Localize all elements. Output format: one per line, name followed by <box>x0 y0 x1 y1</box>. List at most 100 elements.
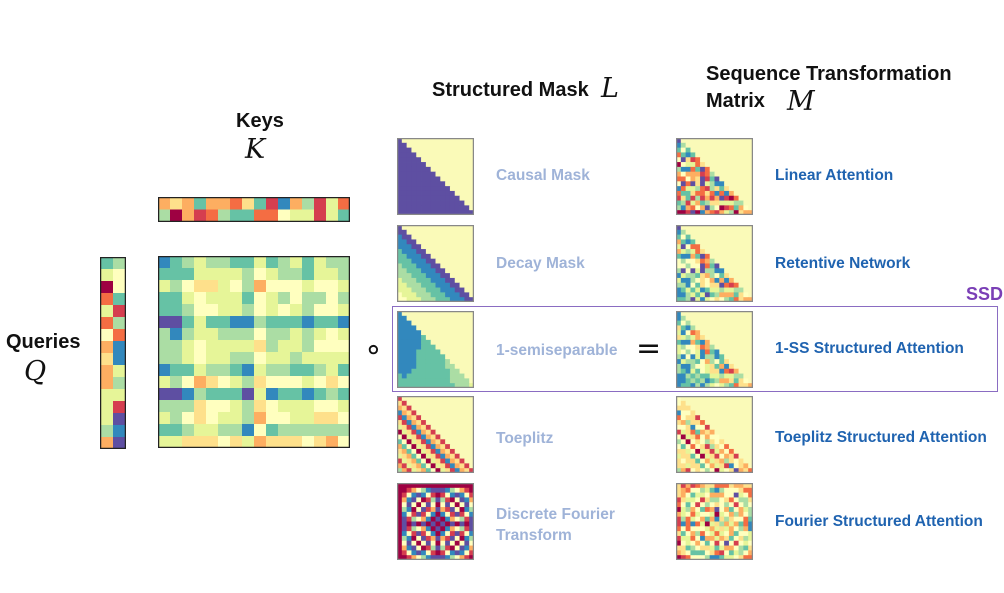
heatmap-cell <box>430 516 436 522</box>
heatmap-cell <box>685 210 691 215</box>
heatmap-cell <box>714 210 720 215</box>
heatmap-cell <box>690 410 696 416</box>
heatmap-cell <box>724 277 730 284</box>
heatmap-cell <box>695 439 701 445</box>
heatmap-cell <box>469 424 474 431</box>
heatmap-cell <box>690 339 696 346</box>
heatmap-cell <box>728 186 735 192</box>
heatmap-cell <box>690 225 696 231</box>
heatmap-cell <box>728 400 735 407</box>
heatmap-cell <box>700 190 706 197</box>
heatmap-cell <box>406 166 412 173</box>
heatmap-cell <box>454 166 460 173</box>
heatmap-cell <box>459 507 465 513</box>
heatmap-cell <box>425 200 432 206</box>
heatmap-cell <box>416 492 422 498</box>
heatmap-cell <box>685 315 691 322</box>
heatmap-cell <box>459 181 465 187</box>
heatmap-cell <box>314 292 327 305</box>
heatmap-cell <box>411 210 417 215</box>
heatmap-cell <box>449 330 456 336</box>
heatmap-cell <box>416 373 422 379</box>
heatmap-cell <box>435 273 441 279</box>
heatmap-cell <box>728 405 735 411</box>
heatmap-cell <box>704 234 711 240</box>
heatmap-cell <box>430 171 436 177</box>
heatmap-cell <box>459 200 465 206</box>
heatmap-cell <box>680 166 687 173</box>
heatmap-cell <box>421 297 427 302</box>
heatmap-cell <box>728 273 735 279</box>
heatmap-cell <box>748 297 753 302</box>
heatmap-cell <box>704 444 711 450</box>
heatmap-cell <box>430 511 436 518</box>
heatmap-cell <box>454 239 460 245</box>
heatmap-cell <box>695 325 701 331</box>
heatmap-cell <box>158 364 171 377</box>
heatmap-cell <box>733 268 739 274</box>
heatmap-cell <box>738 349 744 355</box>
heatmap-cell <box>454 453 460 459</box>
heatmap-cell <box>254 209 267 222</box>
heatmap-cell <box>690 415 696 421</box>
heatmap-cell <box>680 420 687 426</box>
heatmap-cell <box>425 424 432 431</box>
heatmap-cell <box>459 287 465 293</box>
heatmap-cell <box>685 249 691 255</box>
heatmap-cell <box>326 424 339 437</box>
heatmap-cell <box>416 444 422 450</box>
heatmap-cell <box>464 229 470 236</box>
heatmap-cell <box>338 256 350 269</box>
heatmap-cell <box>464 282 470 288</box>
heatmap-cell <box>680 311 687 317</box>
heatmap-cell <box>449 448 456 455</box>
heatmap-cell <box>700 239 706 245</box>
heatmap-cell <box>676 320 682 326</box>
heatmap-cell <box>695 448 701 455</box>
heatmap-cell <box>464 166 470 173</box>
heatmap-cell <box>416 147 422 153</box>
heatmap-cell <box>290 197 303 210</box>
heatmap-cell <box>459 492 465 498</box>
heatmap-cell <box>700 483 706 489</box>
heatmap-cell <box>416 429 422 435</box>
heatmap-cell <box>266 197 279 210</box>
heatmap-cell <box>719 234 725 240</box>
heatmap-cell <box>449 396 456 402</box>
heatmap-cell <box>714 396 720 402</box>
heatmap-cell <box>676 225 682 231</box>
heatmap-cell <box>685 444 691 450</box>
heatmap-cell <box>469 507 474 513</box>
heatmap-cell <box>100 317 114 330</box>
heatmap-cell <box>411 239 417 245</box>
heatmap-cell <box>421 429 427 435</box>
heatmap-cell <box>278 412 291 425</box>
heatmap-cell <box>449 550 456 556</box>
heatmap-cell <box>397 244 403 250</box>
heatmap-cell <box>401 195 408 201</box>
heatmap-cell <box>685 162 691 168</box>
heatmap-cell <box>338 436 350 448</box>
heatmap-cell <box>680 147 687 153</box>
heatmap-cell <box>685 453 691 459</box>
heatmap-cell <box>182 304 195 317</box>
heatmap-cell <box>733 349 739 355</box>
heatmap-cell <box>435 424 441 431</box>
heatmap-cell <box>411 205 417 211</box>
heatmap-cell <box>454 555 460 560</box>
heatmap-cell <box>206 376 219 389</box>
heatmap-cell <box>714 297 720 302</box>
heatmap-cell <box>425 282 432 288</box>
heatmap-cell <box>416 166 422 173</box>
heatmap-cell <box>401 540 408 546</box>
mask-label-fourier-line1: Discrete Fourier <box>496 506 615 523</box>
heatmap-cell <box>464 410 470 416</box>
heatmap-cell <box>230 400 243 413</box>
heatmap-cell <box>676 292 682 298</box>
heatmap-cell <box>440 287 446 293</box>
heatmap-cell <box>728 434 735 440</box>
heatmap-cell <box>743 162 749 168</box>
heatmap-cell <box>440 405 446 411</box>
heatmap-cell <box>690 507 696 513</box>
heatmap-cell <box>695 521 701 527</box>
